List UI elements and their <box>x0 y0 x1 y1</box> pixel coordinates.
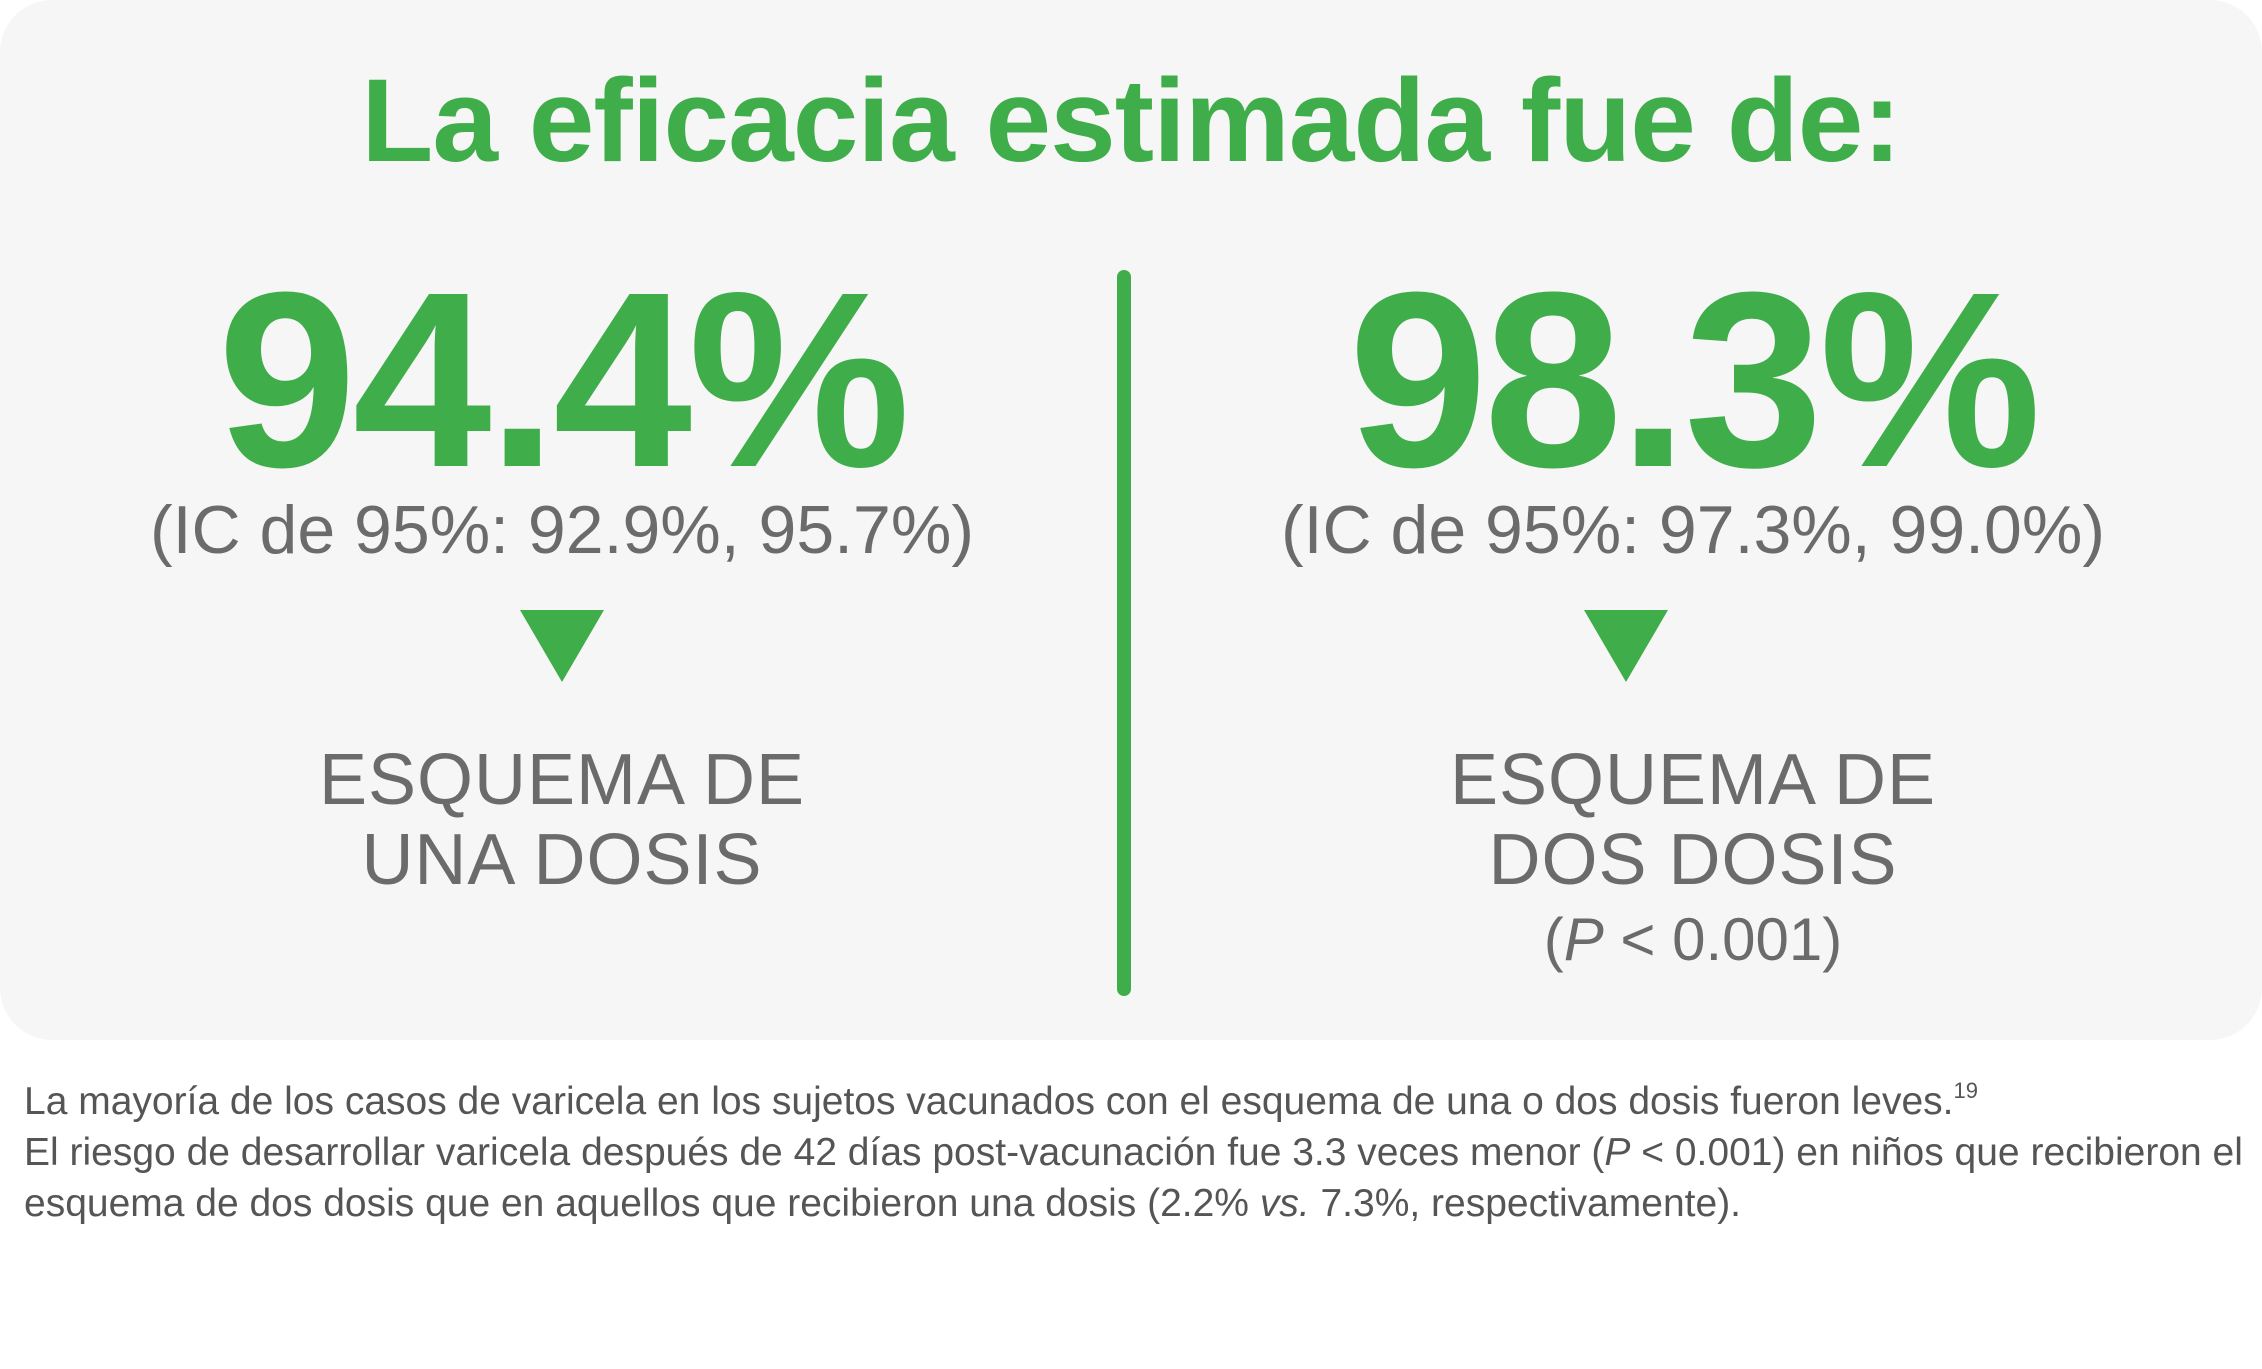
one-dose-scheme-line1: ESQUEMA DE <box>318 740 806 820</box>
reference-superscript: 19 <box>1953 1078 1978 1103</box>
two-dose-column: 98.3% (IC de 95%: 97.3%, 99.0%) ESQUEMA … <box>1124 0 2262 1040</box>
p-value-open: ( <box>1543 906 1564 973</box>
two-dose-confidence-interval: (IC de 95%: 97.3%, 99.0%) <box>1280 492 2105 568</box>
down-triangle-icon <box>1584 610 1668 682</box>
two-dose-efficacy-value: 98.3% <box>1348 240 2042 519</box>
note-2-text-a: El riesgo de desarrollar varicela despué… <box>24 1131 1605 1174</box>
p-value-letter: P <box>1563 906 1604 973</box>
two-dose-scheme-label: ESQUEMA DE DOS DOSIS <box>1124 740 2262 900</box>
efficacy-card: La eficacia estimada fue de: 94.4% (IC d… <box>0 0 2262 1040</box>
one-dose-scheme-line2: UNA DOSIS <box>361 820 763 900</box>
one-dose-column: 94.4% (IC de 95%: 92.9%, 95.7%) ESQUEMA … <box>0 0 1124 1040</box>
p-value-rest: < 0.001) <box>1603 906 1843 973</box>
card-title: La eficacia estimada fue de: <box>361 55 1901 187</box>
note-2-text-b: < 0.001) en niños que recibieron el esqu… <box>24 1131 2243 1225</box>
column-divider <box>1117 270 1131 996</box>
note-2-p-letter: P <box>1604 1131 1631 1174</box>
note-paragraph-1: La mayoría de los casos de varicela en l… <box>24 1076 2254 1127</box>
p-value: (P < 0.001) <box>1124 910 2262 970</box>
one-dose-efficacy-value: 94.4% <box>217 240 911 519</box>
down-triangle-icon <box>520 610 604 682</box>
two-dose-scheme-line2: DOS DOSIS <box>1488 820 1898 900</box>
note-paragraph-2: El riesgo de desarrollar varicela despué… <box>24 1127 2254 1229</box>
two-dose-scheme-line1: ESQUEMA DE <box>1449 740 1937 820</box>
note-2-text-c: 7.3%, respectivamente). <box>1309 1182 1742 1225</box>
footnotes: La mayoría de los casos de varicela en l… <box>24 1076 2254 1229</box>
note-2-vs: vs. <box>1259 1182 1310 1225</box>
one-dose-scheme-label: ESQUEMA DE UNA DOSIS <box>0 740 1124 900</box>
one-dose-confidence-interval: (IC de 95%: 92.9%, 95.7%) <box>149 492 974 568</box>
note-1-text: La mayoría de los casos de varicela en l… <box>24 1080 1954 1123</box>
